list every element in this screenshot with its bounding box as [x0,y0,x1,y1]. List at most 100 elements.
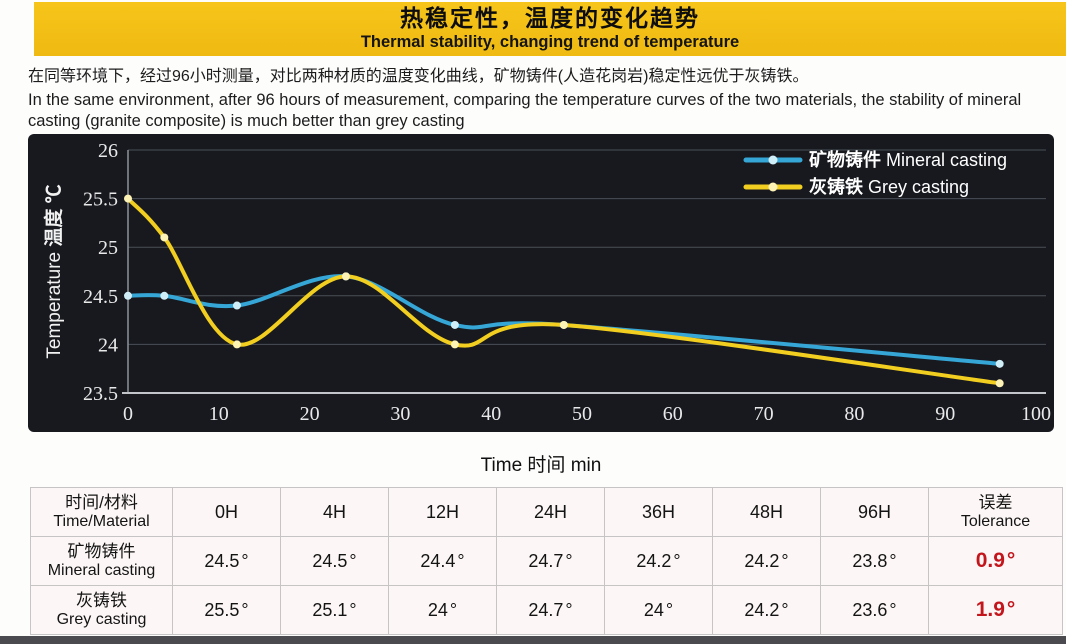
temperature-value: 24.5 [312,550,348,571]
y-tick-label: 25.5 [83,189,118,211]
tolerance-value: 1.9 [975,598,1005,621]
x-tick-label: 20 [300,403,320,425]
x-tick-label: 60 [663,403,683,425]
temperature-value: 24.4 [420,550,456,571]
x-tick-label: 70 [754,403,774,425]
data-point [160,233,169,242]
table-header-time: 96H [820,487,929,537]
legend-label: 灰铸铁 Grey casting [809,176,969,197]
temperature-cell: 24.5 ° [172,536,281,586]
cell-text-zh: 时间/材料 [65,493,138,513]
row-header-material: 矿物铸件 Mineral casting [30,536,173,586]
table-header-tolerance: 误差 Tolerance [928,487,1063,537]
degree-symbol: ° [449,599,458,620]
temperature-value: 23.6 [852,599,888,620]
temperature-cell: 25.5 ° [172,585,281,635]
degree-symbol: ° [889,550,897,571]
description-en: In the same environment, after 96 hours … [28,91,1022,131]
temperature-cell: 24.7 ° [496,536,605,586]
banner-title-en: Thermal stability, changing trend of tem… [360,32,740,51]
cell-text-zh: 矿物铸件 [67,542,136,562]
title-banner: 热稳定性，温度的变化趋势 Thermal stability, changing… [34,2,1066,56]
degree-symbol: ° [457,550,465,571]
degree-symbol: ° [781,599,789,620]
temperature-value: 23.8 [852,550,888,571]
temperature-value: 24.7 [528,599,564,620]
table-row: 矿物铸件 Mineral casting 24.5 ° 24.5 ° 24.4 ° 24.7 ° 2… [30,536,1063,586]
temperature-cell: 24.5 ° [280,536,389,586]
tolerance-cell: 0.9° [928,536,1063,586]
legend-dot-sample [768,155,778,165]
x-tick-label: 40 [481,403,501,425]
cell-text-zh: 误差 [978,493,1013,513]
description-block: 在同等环境下，经过96小时测量，对比两种材质的温度变化曲线，矿物铸件(人造花岗岩… [28,62,1046,132]
temperature-cell: 24.2 ° [712,585,821,635]
cell-text-en: Tolerance [960,512,1031,530]
x-tick-label: 50 [572,403,592,425]
x-axis-title: Time 时间 min [480,455,602,476]
cell-text-zh: 灰铸铁 [76,591,127,611]
degree-symbol: ° [1006,598,1016,621]
degree-symbol: ° [665,599,674,620]
temperature-chart: 26 25.5 25 24.5 24 23.5 0 10 20 30 40 50 60 70 80 90 100… [28,134,1054,432]
x-tick-label: 10 [209,403,229,425]
cell-text-en: Grey casting [56,610,147,628]
data-point [160,291,169,300]
table-header-time: 4H [280,487,389,537]
degree-symbol: ° [1006,549,1016,572]
degree-symbol: ° [673,550,681,571]
degree-symbol: ° [781,550,789,571]
tolerance-cell: 1.9° [928,585,1063,635]
data-point [232,301,241,310]
table-row: 灰铸铁 Grey casting 25.5 ° 25.1 ° 24 ° 24.7 ° 24 ° 24.2… [30,585,1063,635]
temperature-cell: 24 ° [604,585,713,635]
data-point [450,320,459,329]
tolerance-value: 0.9 [975,549,1005,572]
table-header-row: 时间/材料 Time/Material 0H 4H 12H 24H 36H 48H 96H 误差 T… [30,487,1063,537]
y-tick-label: 25 [98,237,118,259]
temperature-cell: 25.1 ° [280,585,389,635]
series-line-0 [126,274,1002,366]
temperature-value: 25.5 [204,599,240,620]
temperature-value: 24.5 [204,550,240,571]
description-zh: 在同等环境下，经过96小时测量，对比两种材质的温度变化曲线，矿物铸件(人造花岗岩… [28,68,809,85]
temperature-cell: 24.4 ° [388,536,497,586]
cell-text-en: Time/Material [53,512,150,530]
data-point [559,320,568,329]
y-tick-label: 26 [98,140,118,162]
x-tick-label: 30 [390,403,410,425]
y-tick-label: 24 [98,334,118,356]
degree-symbol: ° [889,599,897,620]
degree-symbol: ° [349,550,357,571]
table-header-time: 48H [712,487,821,537]
degree-symbol: ° [565,550,573,571]
temperature-cell: 23.6 ° [820,585,929,635]
legend-label: 矿物铸件 Mineral casting [809,149,1007,170]
y-tick-label: 24.5 [83,286,118,308]
degree-symbol: ° [241,550,249,571]
data-point [341,272,350,281]
x-tick-label: 90 [935,403,955,425]
temperature-value: 24.2 [744,550,780,571]
series-line-1 [126,196,1002,386]
data-point [232,340,241,349]
y-axis-title: Temperature 温度 ℃ [42,184,65,358]
temperature-cell: 24.7 ° [496,585,605,635]
data-point [450,340,459,349]
data-point [995,379,1004,388]
legend-dot-sample [768,182,778,192]
temperature-value: 24 [427,599,448,620]
table-header-time: 24H [496,487,605,537]
temperature-value: 24.2 [636,550,672,571]
temperature-value: 24 [643,599,664,620]
x-tick-label: 0 [123,403,133,425]
table-header-time: 12H [388,487,497,537]
temperature-value: 25.1 [312,599,348,620]
chart-canvas: 26 25.5 25 24.5 24 23.50 10 20 30 40 50 60 70 80 90 100… [42,140,1051,425]
banner-title-zh: 热稳定性，温度的变化趋势 [400,5,700,32]
degree-symbol: ° [565,599,573,620]
data-point [124,194,132,203]
degree-symbol: ° [241,599,249,620]
temperature-cell: 24.2 ° [604,536,713,586]
